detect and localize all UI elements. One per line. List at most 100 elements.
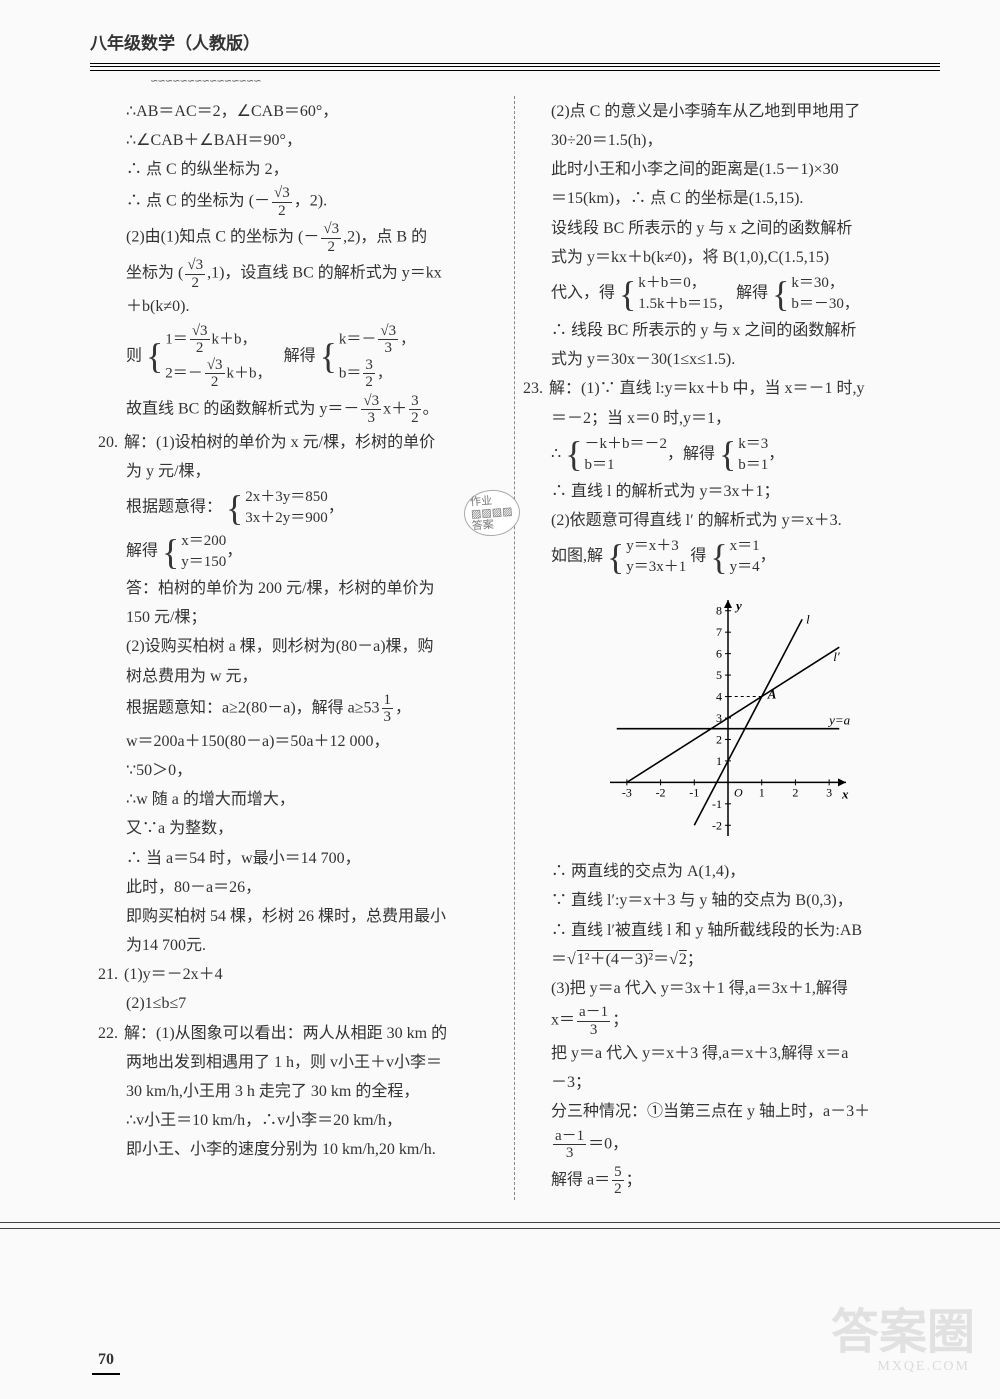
t: 故直线 BC 的函数解析式为 y＝－: [126, 400, 359, 417]
t: 解：(1)设柏树的单价为 x 元/棵，杉树的单价: [124, 434, 435, 451]
t: k＝－: [339, 331, 377, 347]
text: ∴ 直线 l 的解析式为 y＝3x＋1；: [523, 478, 932, 505]
svg-text:-3: -3: [621, 786, 631, 800]
svg-text:5: 5: [716, 668, 722, 682]
text: 解得 { x＝200 y＝150 ，: [98, 531, 506, 573]
text: w＝200a＋150(80－a)＝50a＋12 000，: [98, 728, 506, 755]
t: －k＋b＝－2: [584, 434, 667, 455]
t: 2: [185, 275, 205, 292]
text: ∴ 两直线的交点为 A(1,4)，: [523, 858, 932, 885]
t: √3: [321, 221, 341, 239]
t: ，: [768, 445, 784, 462]
q21: 21.(1)y＝－2x＋4: [98, 961, 506, 988]
t: ；: [626, 1171, 642, 1188]
t: ，设直线 BC 的解析式为 y＝kx: [224, 265, 441, 282]
svg-text:y=a: y=a: [827, 713, 851, 728]
t: 1²＋(4－3)²: [576, 951, 653, 968]
qnum: 21.: [98, 961, 124, 988]
text: (2)1≤b≤7: [98, 990, 506, 1017]
text: 即小王、小李的速度分别为 10 km/h,20 km/h.: [98, 1136, 506, 1163]
svg-text:-2: -2: [655, 786, 665, 800]
text: (2)设购买柏树 a 棵，则杉树为(80－a)棵，购: [98, 633, 506, 660]
t: y＝3x＋1: [626, 557, 686, 578]
frac: √32: [270, 185, 294, 219]
text: 如图,解 { y＝x＋3 y＝3x＋1 得 { x＝1 y＝4 ，: [523, 536, 932, 578]
t: 2x＋3y＝850: [245, 487, 328, 508]
svg-text:-1: -1: [712, 797, 722, 811]
t: ，: [377, 365, 392, 381]
t: ∴: [551, 445, 561, 462]
text: x＝a－13；: [523, 1004, 932, 1038]
t: ，: [400, 331, 415, 347]
t: 2: [678, 951, 687, 968]
t: ，点 B 的: [360, 229, 427, 246]
t: 3x＋2y＝900: [245, 508, 328, 529]
page-cut-line: [0, 1222, 1000, 1223]
t: k＝30，: [791, 273, 859, 294]
t: 得: [690, 548, 706, 565]
text: ＝－2；当 x＝0 时,y＝1，: [523, 405, 932, 432]
t: y＝4: [730, 557, 760, 578]
q23: 23.解：(1)∵ 直线 l:y＝kx＋b 中，当 x＝－1 时,y: [523, 375, 932, 402]
text: ∴w 随 a 的增大而增大，: [98, 786, 506, 813]
t: 答案: [472, 518, 514, 533]
t: 如图,解: [551, 548, 603, 565]
t: 。: [423, 400, 439, 417]
svg-text:1: 1: [758, 786, 764, 800]
left-column: ∴AB＝AC＝2，∠CAB＝60°， ∴∠CAB＋∠BAH＝90°， ∴ 点 C…: [90, 96, 515, 1200]
t: 解：(1)∵ 直线 l:y＝kx＋b 中，当 x＝－1 时,y: [549, 380, 865, 397]
t: ，: [395, 699, 411, 716]
svg-text:2: 2: [792, 786, 798, 800]
text: 又∵a 为整数，: [98, 815, 506, 842]
text: 为 y 元/棵，: [98, 458, 506, 485]
text: ∴ 点 C 的纵坐标为 2，: [98, 156, 506, 183]
t: ，2: [294, 193, 318, 210]
q20: 20.解：(1)设柏树的单价为 x 元/棵，杉树的单价: [98, 429, 506, 456]
svg-text:l: l: [806, 611, 810, 626]
text: ∴ 点 C 的坐标为 (－√32，2).: [98, 185, 506, 219]
t: √3: [274, 185, 290, 201]
svg-text:1: 1: [716, 754, 722, 768]
q22: 22.解：(1)从图象可以看出：两人从相距 30 km 的: [98, 1020, 506, 1047]
qnum: 22.: [98, 1020, 124, 1047]
text: 两地出发到相遇用了 1 h，则 v小王＋v小李＝: [98, 1049, 506, 1076]
text: ∴AB＝AC＝2，∠CAB＝60°，: [98, 98, 506, 125]
text: 代入，得 { k＋b＝0， 1.5k＋b＝15， 解得 { k＝30， b＝－3…: [523, 273, 932, 315]
svg-text:7: 7: [716, 625, 722, 639]
t: x＋: [383, 400, 407, 417]
text: 即购买柏树 54 棵，杉树 26 棵时，总费用最小: [98, 903, 506, 930]
svg-text:8: 8: [716, 604, 722, 618]
text: (2)点 C 的意义是小李骑车从乙地到甲地用了: [523, 98, 932, 125]
t: 70: [92, 1346, 120, 1375]
t: ；: [687, 951, 703, 968]
text: 设线段 BC 所表示的 y 与 x 之间的函数解析: [523, 215, 932, 242]
svg-text:6: 6: [716, 647, 722, 661]
t: 1＝: [165, 331, 188, 347]
text: 则 { 1＝√32k＋b， 2＝－√32k＋b， 解得 { k＝－√33， b＝…: [98, 323, 506, 391]
text: 式为 y＝kx＋b(k≠0)，将 B(1,0),C(1.5,15): [523, 244, 932, 271]
t: ，解得: [667, 445, 715, 462]
t: ＝: [551, 951, 567, 968]
t: k＋b，: [212, 331, 257, 347]
text: (3)把 y＝a 代入 y＝3x＋1 得,a＝3x＋1,解得: [523, 975, 932, 1002]
t: x＝1: [730, 536, 760, 557]
text: (2)由(1)知点 C 的坐标为 (－√32,2)，点 B 的: [98, 221, 506, 255]
t: 解得 a＝: [551, 1171, 610, 1188]
text: 解得 a＝52；: [523, 1164, 932, 1198]
qnum: 20.: [98, 429, 124, 456]
t: ，: [760, 548, 776, 565]
text: ∴∠CAB＋∠BAH＝90°，: [98, 127, 506, 154]
t: b＝1: [738, 455, 768, 476]
text: ∵50＞0，: [98, 757, 506, 784]
svg-text:A: A: [766, 687, 776, 702]
t: x＝200: [181, 531, 226, 552]
text: ∵ 直线 l′:y＝x＋3 与 y 轴的交点为 B(0,3)，: [523, 887, 932, 914]
text: ∴ 当 a＝54 时，w最小＝14 700，: [98, 845, 506, 872]
text: ∴ { －k＋b＝－2 b＝1 ，解得 { k＝3 b＝1 ，: [523, 434, 932, 476]
t: y＝x＋3: [626, 536, 686, 557]
text: ∴v小王＝10 km/h，∴v小李＝20 km/h，: [98, 1107, 506, 1134]
t: 解得: [736, 285, 768, 302]
page-number: 70: [92, 1346, 120, 1375]
text: 根据题意知：a≥2(80－a)，解得 a≥5313，: [98, 692, 506, 726]
t: 根据题意得：: [126, 499, 222, 516]
